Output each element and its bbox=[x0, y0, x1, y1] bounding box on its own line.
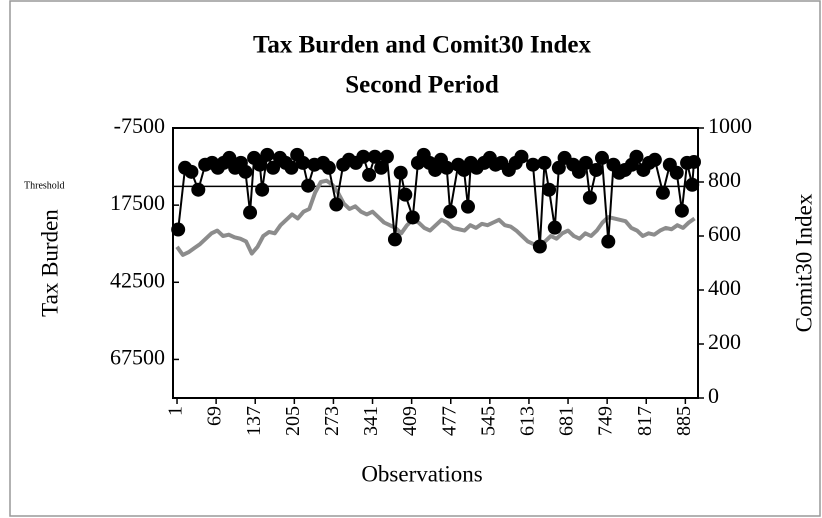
series-marker bbox=[243, 205, 258, 220]
series-marker bbox=[601, 234, 616, 249]
series-marker bbox=[284, 160, 299, 175]
series-marker bbox=[537, 155, 552, 170]
series-marker bbox=[582, 190, 597, 205]
series-marker bbox=[301, 178, 316, 193]
series-marker bbox=[443, 204, 458, 219]
x-tick-label: 137 bbox=[243, 406, 265, 436]
series-marker bbox=[329, 197, 344, 212]
series-marker bbox=[674, 203, 689, 218]
series-marker bbox=[594, 150, 609, 165]
series-marker bbox=[685, 177, 700, 192]
series-marker bbox=[171, 222, 186, 237]
series-marker bbox=[295, 155, 310, 170]
chart-subtitle: Second Period bbox=[345, 72, 499, 99]
series-marker bbox=[460, 199, 475, 214]
y-tick-label: 17500 bbox=[110, 190, 165, 215]
series-marker bbox=[589, 162, 604, 177]
series-marker bbox=[255, 182, 270, 197]
series-marker bbox=[252, 157, 267, 172]
y2-axis-title: Comit30 Index bbox=[791, 193, 816, 332]
y-axis-title: Tax Burden bbox=[37, 209, 62, 317]
series-marker bbox=[393, 165, 408, 180]
series-marker bbox=[629, 149, 644, 164]
series-marker bbox=[669, 165, 684, 180]
x-tick-label: 477 bbox=[438, 406, 460, 436]
series-marker bbox=[321, 160, 336, 175]
series-marker bbox=[374, 160, 389, 175]
series-marker bbox=[647, 152, 662, 167]
series-marker bbox=[542, 182, 557, 197]
threshold-label: Threshold bbox=[24, 181, 65, 192]
series-marker bbox=[439, 160, 454, 175]
x-tick-label: 681 bbox=[556, 406, 578, 436]
series-marker bbox=[367, 149, 382, 164]
series-marker bbox=[191, 182, 206, 197]
y-tick-label: 42500 bbox=[110, 267, 165, 292]
series-marker bbox=[362, 167, 377, 182]
series-marker bbox=[532, 239, 547, 254]
y2-tick-label: 600 bbox=[708, 221, 741, 246]
x-tick-label: 409 bbox=[399, 406, 421, 436]
y2-tick-label: 1000 bbox=[708, 113, 752, 138]
x-tick-label: 69 bbox=[204, 406, 226, 426]
series-marker bbox=[547, 220, 562, 235]
x-axis-title: Observations bbox=[361, 461, 482, 486]
series-marker bbox=[655, 185, 670, 200]
series-marker bbox=[514, 149, 529, 164]
series-line bbox=[175, 178, 696, 257]
series-marker bbox=[356, 149, 371, 164]
x-tick-label: 1 bbox=[165, 406, 187, 416]
chart-frame bbox=[9, 0, 821, 517]
x-tick-label: 205 bbox=[282, 406, 304, 436]
series-marker bbox=[266, 160, 281, 175]
series-marker bbox=[379, 149, 394, 164]
y-tick-label: 67500 bbox=[110, 344, 165, 369]
series-marker bbox=[238, 164, 253, 179]
y2-tick-label: 200 bbox=[708, 329, 741, 354]
y2-tick-label: 800 bbox=[708, 167, 741, 192]
x-tick-label: 885 bbox=[673, 406, 695, 436]
x-tick-label: 749 bbox=[595, 406, 617, 436]
chart-title: Tax Burden and Comit30 Index bbox=[253, 32, 592, 59]
x-tick-label: 545 bbox=[477, 406, 499, 436]
x-tick-label: 817 bbox=[634, 406, 656, 436]
series-marker bbox=[184, 164, 199, 179]
x-tick-label: 613 bbox=[517, 406, 539, 436]
series-marker bbox=[387, 232, 402, 247]
series-marker bbox=[260, 147, 275, 162]
series-marker bbox=[428, 162, 443, 177]
plot-frame bbox=[172, 127, 699, 399]
y-tick-label: -7500 bbox=[114, 113, 165, 138]
series-marker bbox=[525, 157, 540, 172]
series-marker bbox=[398, 187, 413, 202]
series-marker bbox=[405, 210, 420, 225]
y2-tick-label: 400 bbox=[708, 275, 741, 300]
series-marker bbox=[578, 155, 593, 170]
y2-tick-label: 0 bbox=[708, 383, 719, 408]
x-tick-label: 341 bbox=[360, 406, 382, 436]
x-tick-label: 273 bbox=[321, 406, 343, 436]
